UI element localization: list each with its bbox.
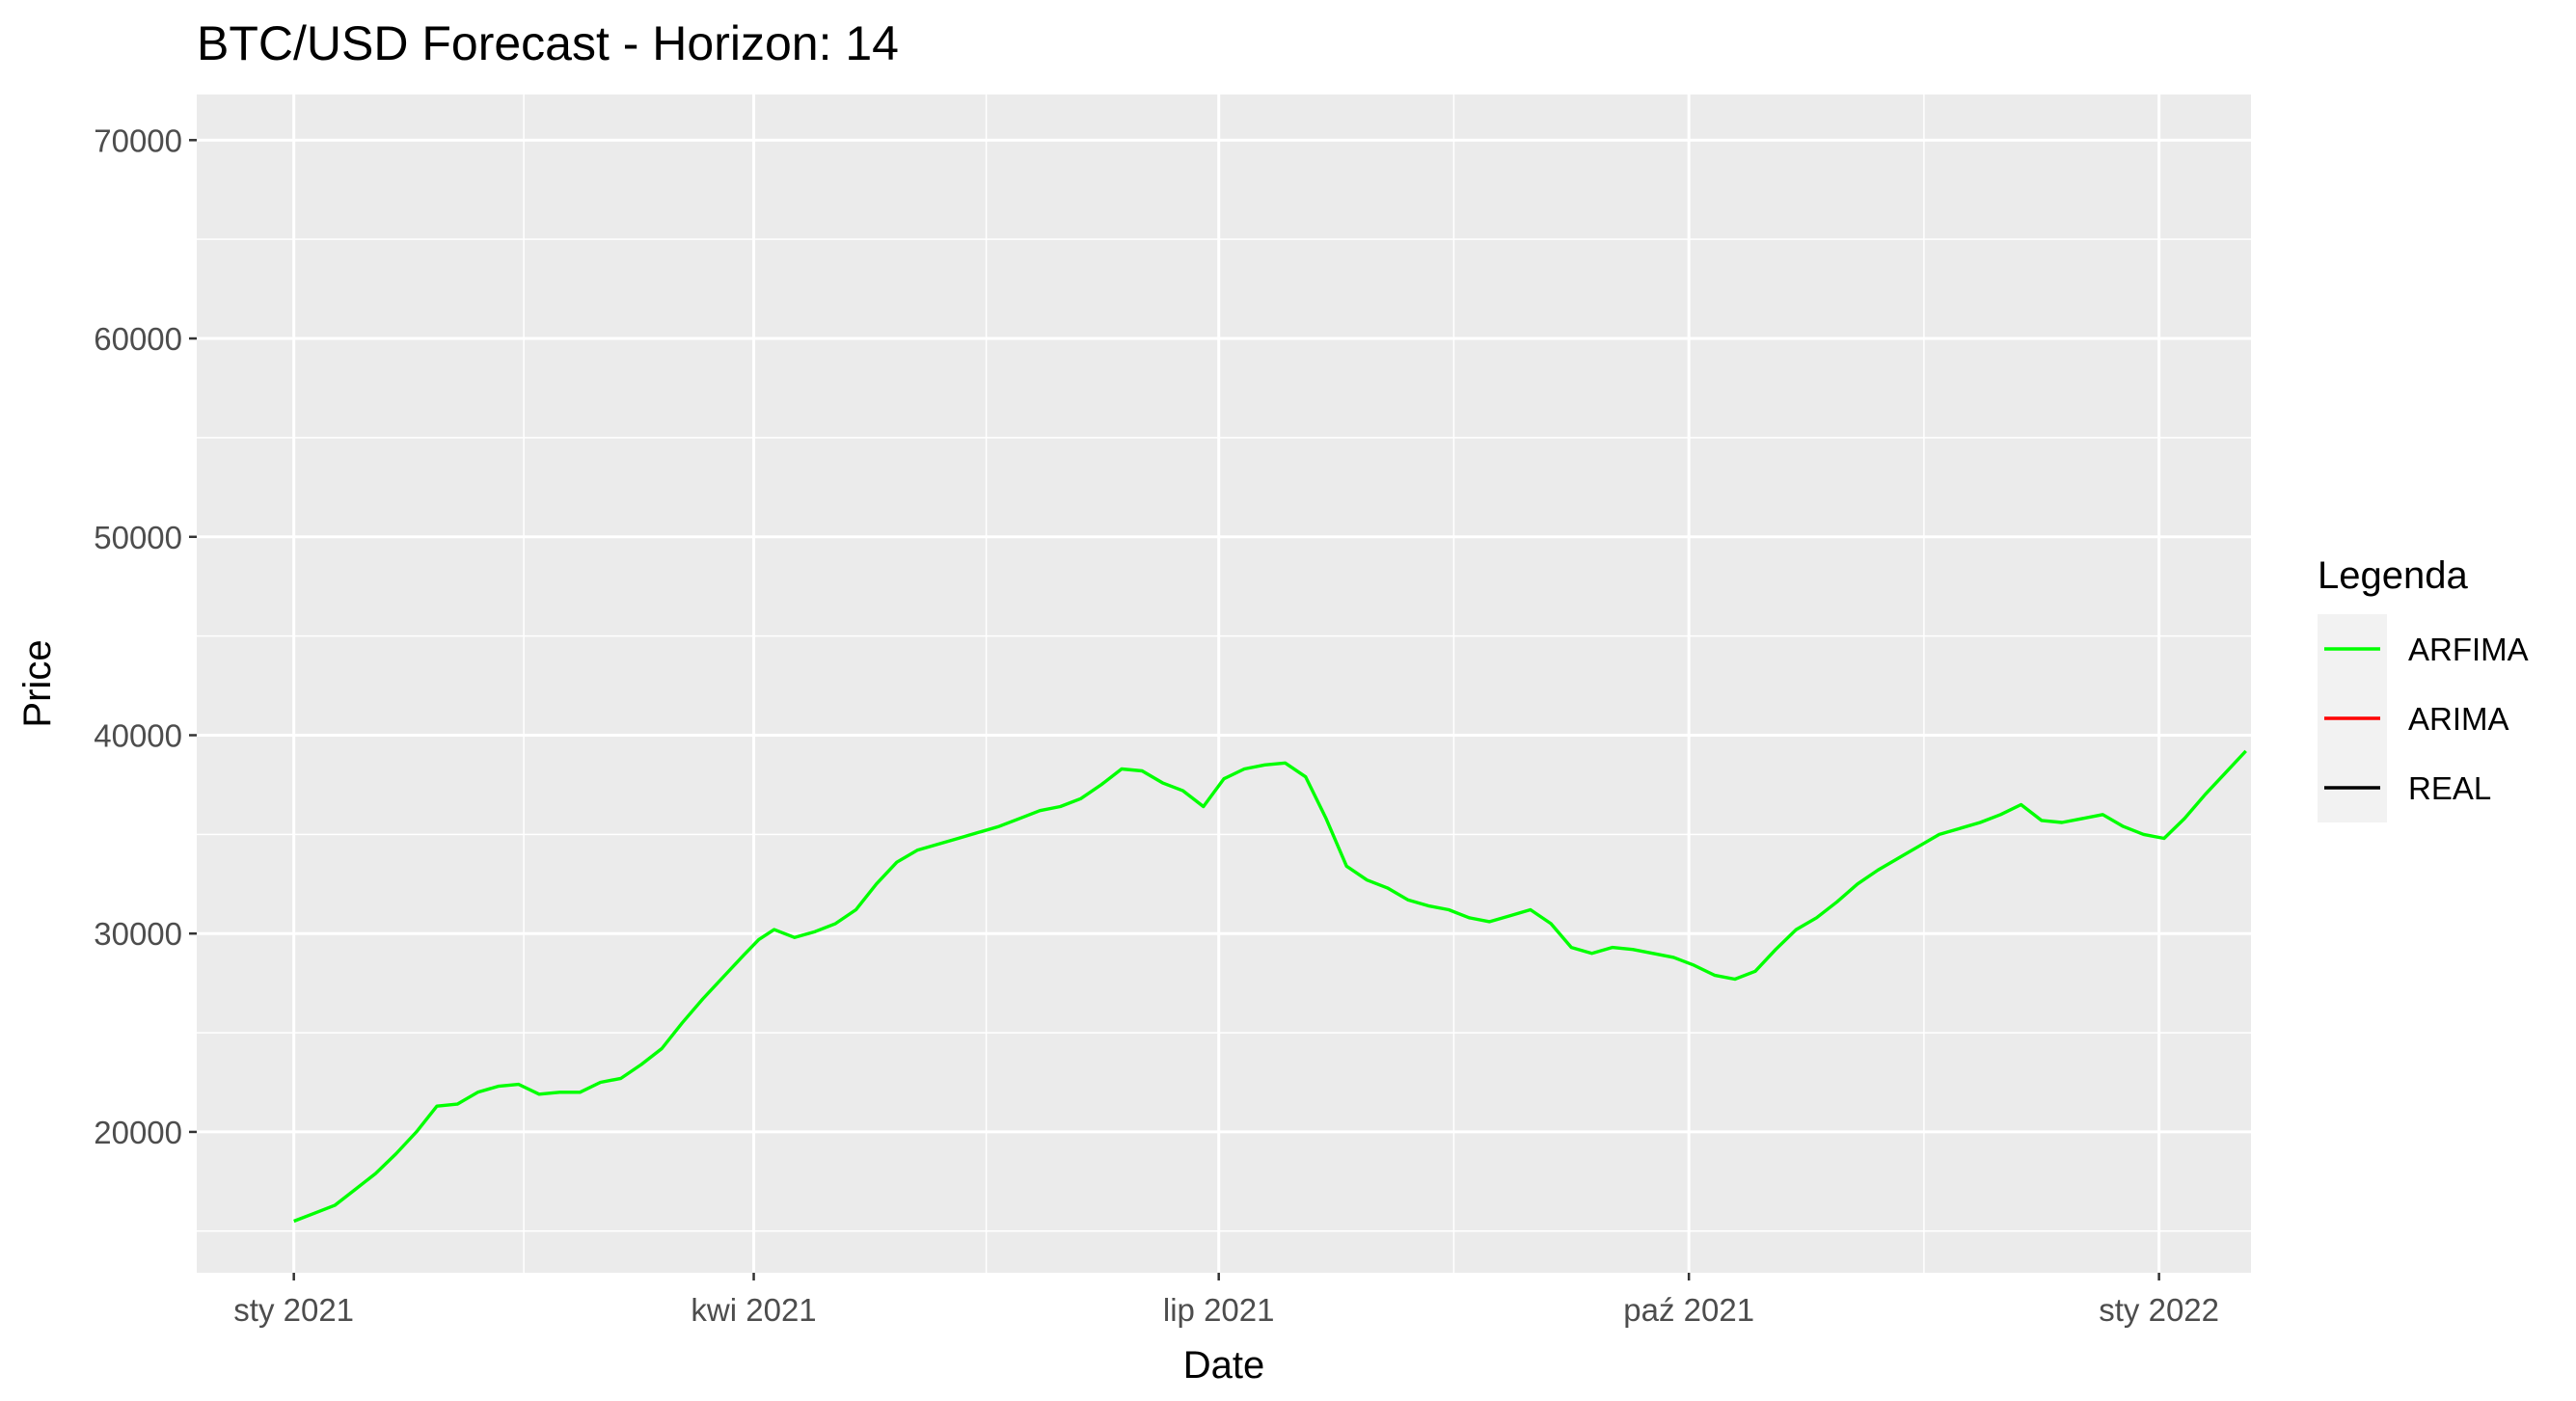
x-axis: sty 2021 kwi 2021 lip 2021 paź 2021 sty 2022 bbox=[233, 1273, 2219, 1328]
x-tick-label: paź 2021 bbox=[1623, 1292, 1754, 1328]
legend-title: Legenda bbox=[2318, 554, 2468, 597]
grid-minor bbox=[197, 94, 2251, 1273]
series-line-arfima bbox=[293, 749, 2247, 1224]
legend-label: REAL bbox=[2408, 770, 2491, 806]
x-tick-label: sty 2021 bbox=[233, 1292, 354, 1328]
y-tick-label: 20000 bbox=[94, 1115, 182, 1150]
legend-label: ARFIMA bbox=[2408, 632, 2529, 667]
y-tick-label: 50000 bbox=[94, 520, 182, 555]
grid-major bbox=[197, 94, 2251, 1273]
y-axis-title: Price bbox=[16, 639, 59, 727]
legend-label: ARIMA bbox=[2408, 701, 2509, 737]
y-axis: 20000 30000 40000 50000 60000 70000 bbox=[94, 122, 197, 1150]
x-axis-title: Date bbox=[1183, 1344, 1265, 1387]
series-layer bbox=[293, 749, 2247, 1224]
x-tick-label: kwi 2021 bbox=[691, 1292, 816, 1328]
chart-title: BTC/USD Forecast - Horizon: 14 bbox=[197, 16, 899, 70]
plot-panel bbox=[197, 94, 2251, 1273]
y-tick-label: 60000 bbox=[94, 321, 182, 357]
x-tick-label: sty 2022 bbox=[2099, 1292, 2219, 1328]
y-tick-label: 40000 bbox=[94, 717, 182, 753]
y-tick-label: 70000 bbox=[94, 122, 182, 158]
x-tick-label: lip 2021 bbox=[1163, 1292, 1275, 1328]
y-tick-label: 30000 bbox=[94, 916, 182, 952]
legend: Legenda ARFIMA ARIMA REAL bbox=[2318, 554, 2529, 822]
